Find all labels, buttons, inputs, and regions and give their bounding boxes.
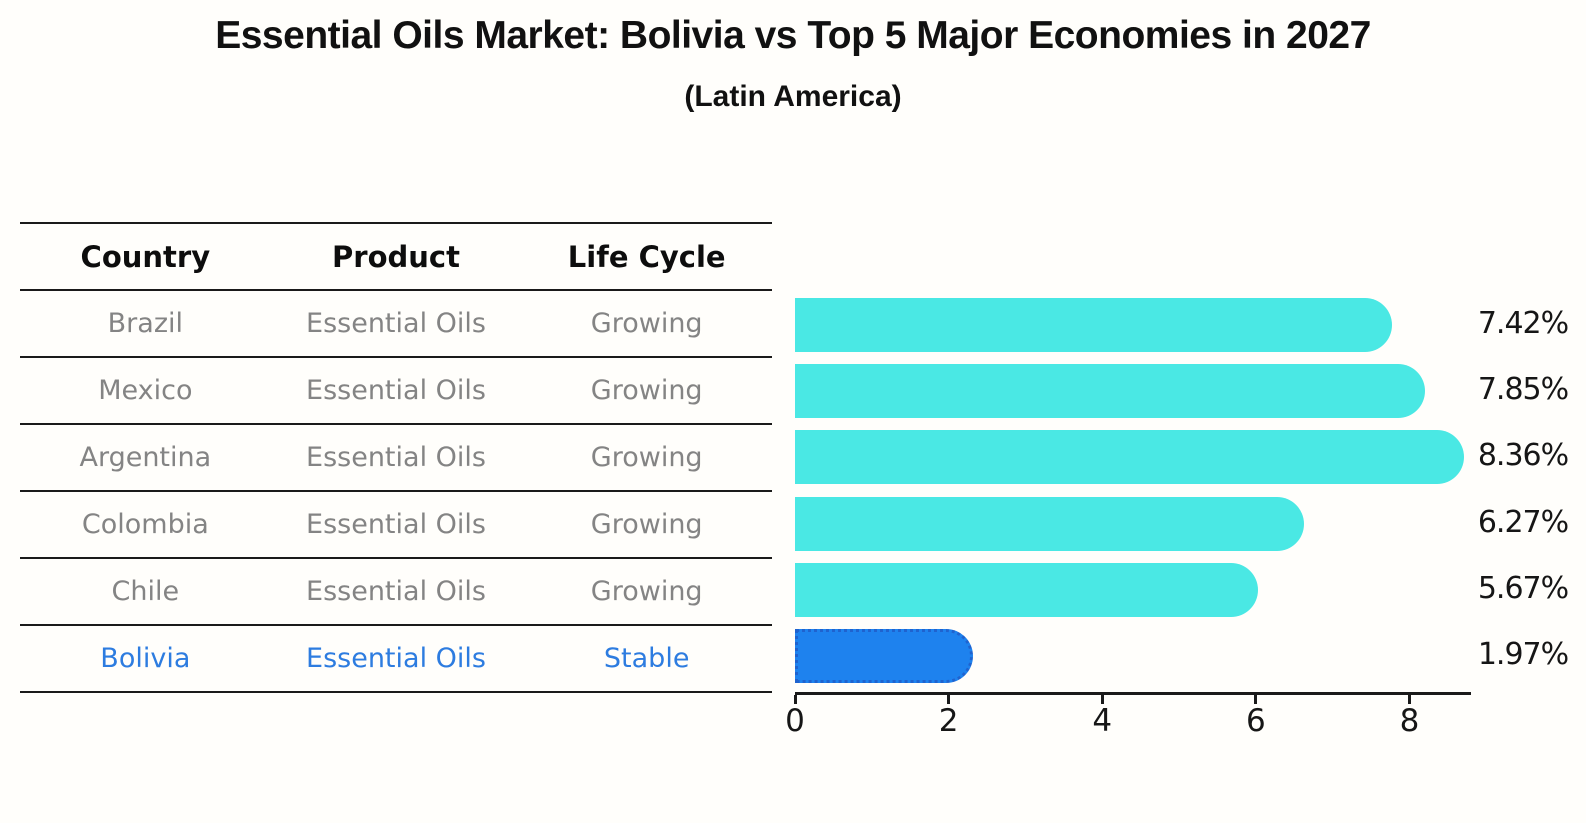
table-header-row: Country Product Life Cycle: [20, 224, 772, 291]
cell-product: Essential Oils: [306, 375, 486, 406]
cell-product: Essential Oils: [306, 643, 486, 674]
x-axis-line: [795, 692, 1471, 695]
cell-life_cycle: Growing: [590, 509, 703, 540]
x-tick-label: 6: [1246, 703, 1266, 739]
cell-life_cycle: Growing: [590, 308, 703, 339]
cell-country: Brazil: [107, 308, 184, 339]
table-body: Brazil Essential Oils Growing Mexico Essenti…: [20, 291, 772, 693]
x-tick-label: 8: [1399, 703, 1420, 739]
x-tick-mark: [1100, 695, 1104, 704]
cell-life_cycle: Growing: [590, 442, 703, 473]
value-label-bolivia: 1.97%: [1477, 637, 1569, 672]
bar-bolivia: [795, 629, 974, 683]
value-label-chile: 5.67%: [1477, 570, 1569, 606]
cell-country: Mexico: [98, 375, 193, 406]
x-tick-mark: [1408, 695, 1412, 704]
col-header-country: Country: [80, 239, 211, 274]
cell-life_cycle: Stable: [603, 643, 690, 674]
country-table: Country Product Life Cycle Brazil Essenti…: [20, 222, 772, 693]
cell-country: Bolivia: [100, 643, 191, 674]
cell-country: Chile: [111, 576, 180, 607]
value-label-brazil: 7.42%: [1477, 306, 1569, 341]
table-row-colombia: Colombia Essential Oils Growing: [20, 492, 772, 559]
chart-subtitle: (Latin America): [684, 80, 902, 113]
col-header-product: Product: [332, 239, 460, 274]
bar-mexico: [795, 364, 1426, 419]
bar-argentina: [795, 430, 1465, 485]
x-tick-label: 4: [1092, 703, 1113, 739]
x-tick-label: 0: [785, 703, 805, 739]
table-row-mexico: Mexico Essential Oils Growing: [20, 358, 772, 425]
cell-life_cycle: Growing: [590, 375, 703, 406]
col-header-lifecycle: Life Cycle: [567, 239, 726, 274]
cell-product: Essential Oils: [306, 576, 486, 607]
x-tick-label: 2: [938, 703, 959, 739]
cell-country: Argentina: [79, 442, 212, 473]
bar-colombia: [795, 496, 1304, 551]
bar-brazil: [795, 298, 1392, 352]
chart-title: Essential Oils Market: Bolivia vs Top 5 …: [215, 14, 1371, 57]
cell-product: Essential Oils: [306, 442, 486, 473]
bar-chile: [795, 562, 1258, 617]
cell-product: Essential Oils: [306, 509, 486, 540]
table-row-chile: Chile Essential Oils Growing: [20, 559, 772, 626]
x-tick-mark: [793, 695, 797, 704]
table-row-brazil: Brazil Essential Oils Growing: [20, 291, 772, 358]
table-row-argentina: Argentina Essential Oils Growing: [20, 425, 772, 492]
x-tick-mark: [947, 695, 951, 704]
value-label-colombia: 6.27%: [1477, 504, 1569, 540]
value-label-argentina: 8.36%: [1477, 438, 1569, 474]
cell-product: Essential Oils: [306, 308, 486, 339]
cell-country: Colombia: [81, 509, 209, 540]
cell-life_cycle: Growing: [590, 576, 703, 607]
x-tick-mark: [1254, 695, 1258, 704]
table-row-bolivia: Bolivia Essential Oils Stable: [20, 626, 772, 693]
value-label-mexico: 7.85%: [1477, 372, 1569, 408]
